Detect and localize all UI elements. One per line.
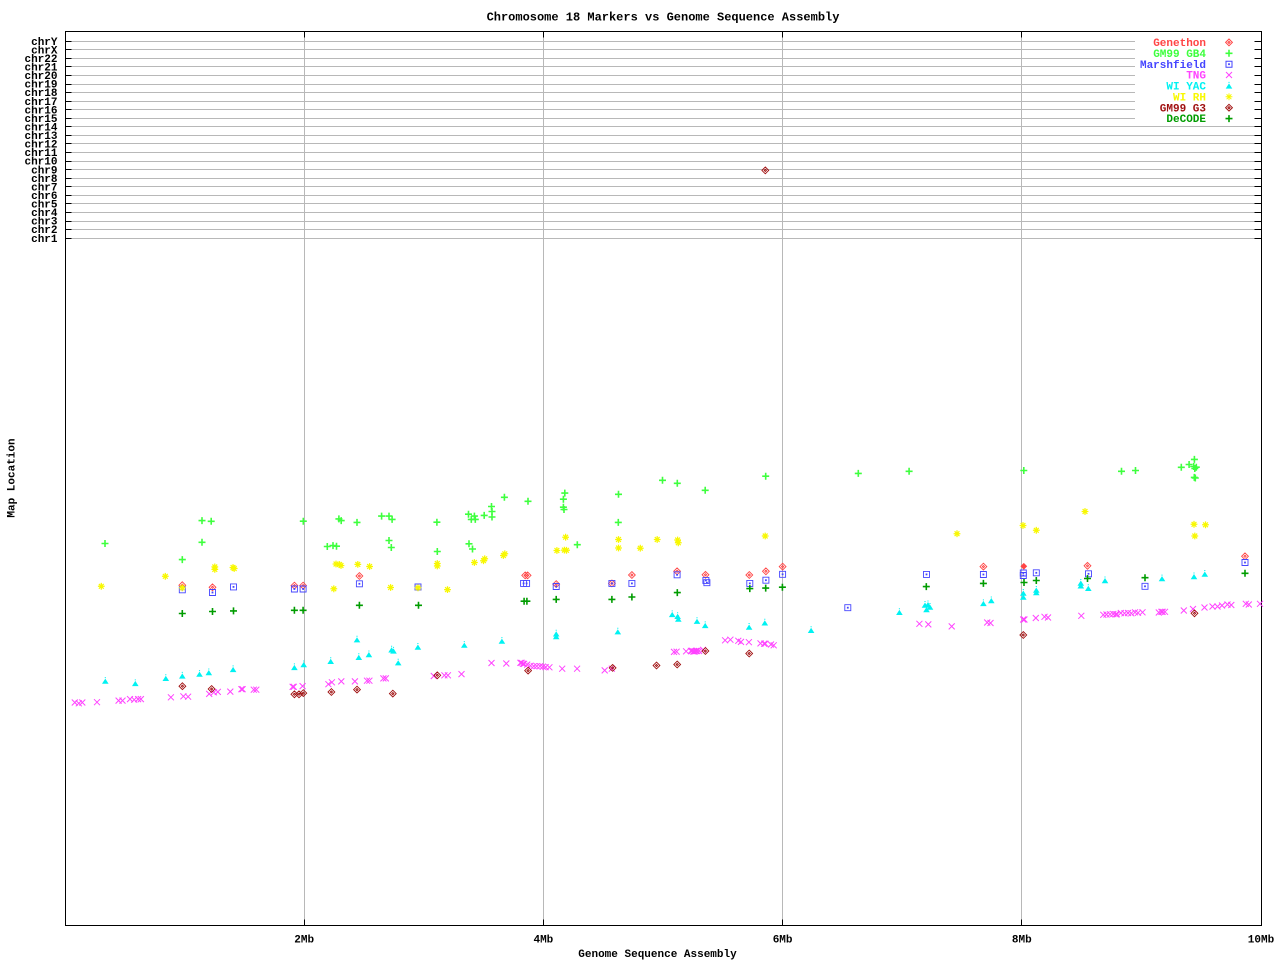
svg-text:chr1: chr1 [31,234,58,246]
svg-text:Chromosome 18 Markers vs Genom: Chromosome 18 Markers vs Genome Sequence… [487,11,840,25]
svg-text:chr12: chr12 [24,140,57,152]
svg-text:Marshfield: Marshfield [1140,60,1206,72]
svg-text:chr21: chr21 [24,63,57,75]
svg-text:10Mb: 10Mb [1248,934,1275,946]
svg-text:chr7: chr7 [31,182,57,194]
svg-text:chr14: chr14 [24,123,57,135]
svg-text:chr22: chr22 [24,54,57,66]
svg-text:Map Location: Map Location [7,438,19,517]
svg-text:chr17: chr17 [24,97,57,109]
svg-text:chr18: chr18 [24,88,57,100]
svg-text:chr15: chr15 [24,114,57,126]
svg-text:chrY: chrY [31,37,58,49]
svg-text:DeCODE: DeCODE [1166,114,1206,126]
svg-text:4Mb: 4Mb [533,934,553,946]
svg-text:chr3: chr3 [31,217,58,229]
svg-text:chr4: chr4 [31,208,58,220]
svg-text:chr9: chr9 [31,165,57,177]
svg-text:chrX: chrX [31,45,58,57]
svg-text:chr20: chr20 [24,71,57,83]
svg-text:GM99 GB4: GM99 GB4 [1153,49,1206,61]
svg-text:GM99 G3: GM99 G3 [1160,103,1207,115]
svg-text:6Mb: 6Mb [773,934,793,946]
svg-text:chr8: chr8 [31,174,58,186]
svg-text:Genethon: Genethon [1153,38,1206,50]
svg-text:chr13: chr13 [24,131,57,143]
svg-text:chr6: chr6 [31,191,57,203]
svg-text:chr2: chr2 [31,225,57,237]
svg-text:chr19: chr19 [24,80,57,92]
svg-text:TNG: TNG [1186,71,1206,83]
svg-text:WI RH: WI RH [1173,92,1206,104]
svg-text:WI YAC: WI YAC [1166,82,1206,94]
svg-text:8Mb: 8Mb [1012,934,1032,946]
svg-text:2Mb: 2Mb [294,934,314,946]
svg-text:chr10: chr10 [24,157,57,169]
svg-text:chr16: chr16 [24,105,57,117]
svg-text:chr11: chr11 [24,148,57,160]
svg-text:chr5: chr5 [31,200,58,212]
svg-text:Genome Sequence Assembly: Genome Sequence Assembly [578,949,737,960]
